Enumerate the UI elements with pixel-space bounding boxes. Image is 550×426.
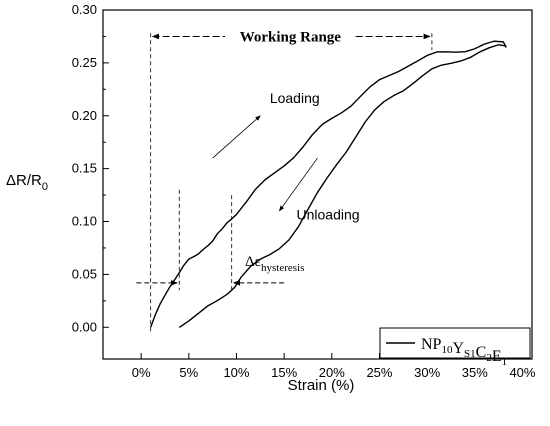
unloading-arrow bbox=[279, 157, 318, 212]
y-tick-label: 0.20 bbox=[72, 108, 97, 123]
hysteresis-label: Δεhysteresis bbox=[245, 254, 304, 274]
axis-ticks: 0.00 0.05 0.10 0.15 0.20 0.25 0.30 0% 5% 10% 15% 20… bbox=[72, 2, 536, 380]
working-range-label: Working Range bbox=[240, 29, 342, 45]
unloading-curve bbox=[178, 44, 507, 329]
y-axis-title: ΔR/R0 bbox=[6, 172, 48, 193]
x-tick-label: 40% bbox=[509, 365, 535, 380]
unloading-label: Unloading bbox=[297, 206, 360, 222]
guide-lines bbox=[150, 33, 433, 333]
annotations: Working Range Loading Unloading Δεhysteresi… bbox=[136, 29, 431, 286]
x-tick-label: 30% bbox=[414, 365, 440, 380]
y-tick-label: 0.15 bbox=[72, 161, 97, 176]
series-lines bbox=[150, 40, 507, 329]
x-tick-label: 15% bbox=[271, 365, 297, 380]
loading-curve bbox=[150, 40, 507, 328]
legend: NP10YS1C2E1 bbox=[379, 327, 531, 368]
x-tick-label: 35% bbox=[462, 365, 488, 380]
y-tick-label: 0.25 bbox=[72, 55, 97, 70]
loading-arrow bbox=[212, 115, 261, 159]
y-tick-label: 0.05 bbox=[72, 266, 97, 281]
x-tick-label: 0% bbox=[132, 365, 151, 380]
legend-label: NP10YS1C2E1 bbox=[421, 336, 507, 368]
x-tick-label: 20% bbox=[319, 365, 345, 380]
x-tick-label: 5% bbox=[179, 365, 198, 380]
x-tick-label: 25% bbox=[366, 365, 392, 380]
x-axis-title: Strain (%) bbox=[288, 377, 355, 394]
y-tick-label: 0.10 bbox=[72, 214, 97, 229]
plot-frame bbox=[102, 9, 533, 360]
loading-label: Loading bbox=[270, 90, 320, 106]
y-tick-label: 0.30 bbox=[72, 2, 97, 17]
x-tick-label: 10% bbox=[223, 365, 249, 380]
y-tick-label: 0.00 bbox=[72, 319, 97, 334]
